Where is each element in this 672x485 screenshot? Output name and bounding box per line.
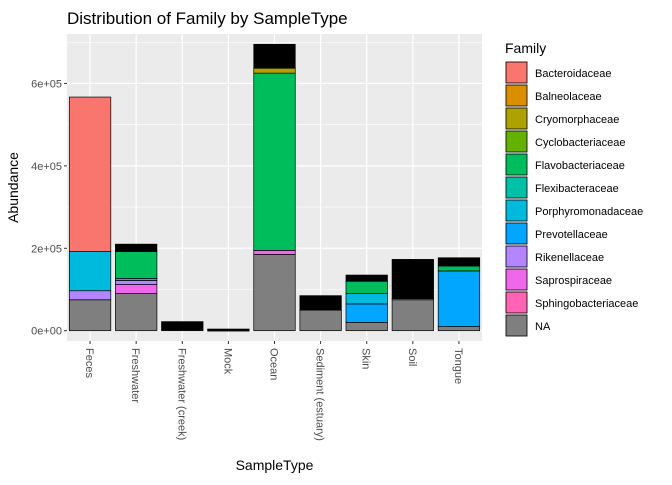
legend-label: Balneolaceae (535, 91, 602, 103)
bar-segment-ocean-cryomorphaceae (253, 67, 296, 74)
legend-label: Cyclobacteriaceae (535, 137, 626, 149)
x-tick-label: Skin (360, 348, 372, 369)
bar-segment-soil-na (391, 299, 434, 332)
bar-segment-tongue-flavobacteriaceae (437, 265, 481, 272)
bar-segment-feces-na (68, 299, 112, 332)
legend-swatch (505, 291, 528, 314)
bar-segment-skin-porphyromonadaceae (345, 293, 388, 305)
chart-title: Distribution of Family by SampleType (67, 9, 348, 28)
legend-swatch (505, 176, 528, 199)
legend-label: Sphingobacteriaceae (535, 298, 638, 310)
legend-swatch (505, 245, 528, 268)
legend: Family Bacteroidaceae Balneolaceae Cryomor… (505, 40, 643, 337)
y-tick-label: 0e+00 (31, 326, 62, 338)
legend-label: Flavobacteriaceae (535, 160, 625, 172)
bar-segment-skin-other (345, 274, 388, 282)
bar-segment-sediment-estuary--other (299, 295, 342, 311)
x-tick-label: Feces (83, 348, 95, 378)
legend-swatch (505, 153, 528, 176)
bar-segment-freshwater-creek--other (161, 321, 204, 331)
legend-title: Family (505, 40, 546, 56)
legend-label: Bacteroidaceae (535, 68, 611, 80)
legend-swatch (505, 107, 528, 130)
bar-segment-feces-bacteroidaceae (68, 96, 112, 252)
bar-segment-ocean-other (253, 43, 296, 69)
legend-label: Cryomorphaceae (535, 114, 619, 126)
legend-swatch (505, 84, 528, 107)
x-tick-label: Tongue (452, 348, 464, 384)
x-tick-label: Freshwater (creek) (175, 348, 187, 440)
bar-segment-soil-other (391, 259, 434, 299)
x-tick-label: Freshwater (129, 348, 141, 403)
bar-segment-skin-flavobacteriaceae (345, 280, 388, 294)
bar-segment-freshwater-na (115, 293, 158, 332)
bar-segment-feces-rikenellaceae (68, 290, 112, 301)
bar-segment-freshwater-other (115, 243, 158, 252)
bar-segment-freshwater-rikenellaceae (115, 280, 158, 285)
bar-segment-ocean-flavobacteriaceae (253, 72, 296, 251)
bars-layer (68, 43, 481, 332)
bar-segment-sediment-estuary--na (299, 309, 342, 332)
bar-segment-skin-prevotellaceae (345, 303, 388, 323)
legend-swatch (505, 61, 528, 84)
bar-segment-tongue-na (437, 326, 481, 332)
bar-segment-skin-na (345, 322, 388, 332)
legend-swatch (505, 130, 528, 153)
x-axis-title: SampleType (236, 457, 314, 473)
bar-segment-tongue-other (437, 257, 481, 267)
bar-segment-feces-porphyromonadaceae (68, 251, 112, 292)
x-tick-label: Mock (221, 348, 233, 375)
bar-segment-freshwater-saprospiraceae (115, 284, 158, 294)
legend-swatch (505, 268, 528, 291)
legend-swatch (505, 314, 528, 337)
bar-segment-tongue-prevotellaceae (437, 270, 481, 327)
y-axis-title: Abundance (5, 152, 21, 223)
bar-segment-mock-other (207, 328, 250, 331)
y-tick-label: 2e+05 (31, 243, 62, 255)
y-tick-label: 6e+05 (31, 78, 62, 90)
bar-segment-ocean-na (253, 254, 296, 332)
legend-swatch (505, 222, 528, 245)
legend-label: Rikenellaceae (535, 252, 604, 264)
legend-label: Flexibacteraceae (535, 183, 619, 195)
y-tick-label: 4e+05 (31, 161, 62, 173)
x-tick-label: Ocean (268, 348, 280, 380)
legend-label: Saprospiraceae (535, 275, 612, 287)
axis-layer: 0e+00 2e+05 4e+05 6e+05 Feces Freshwater Fresh… (31, 78, 464, 440)
legend-swatch (505, 199, 528, 222)
legend-label: NA (535, 321, 551, 333)
bar-segment-ocean-saprospiraceae (253, 249, 296, 255)
x-tick-label: Soil (406, 348, 418, 366)
legend-label: Prevotellaceae (535, 229, 608, 241)
bar-segment-freshwater-flavobacteriaceae (115, 251, 158, 279)
legend-label: Porphyromonadaceae (535, 206, 643, 218)
x-tick-label: Sediment (estuary) (314, 348, 326, 441)
